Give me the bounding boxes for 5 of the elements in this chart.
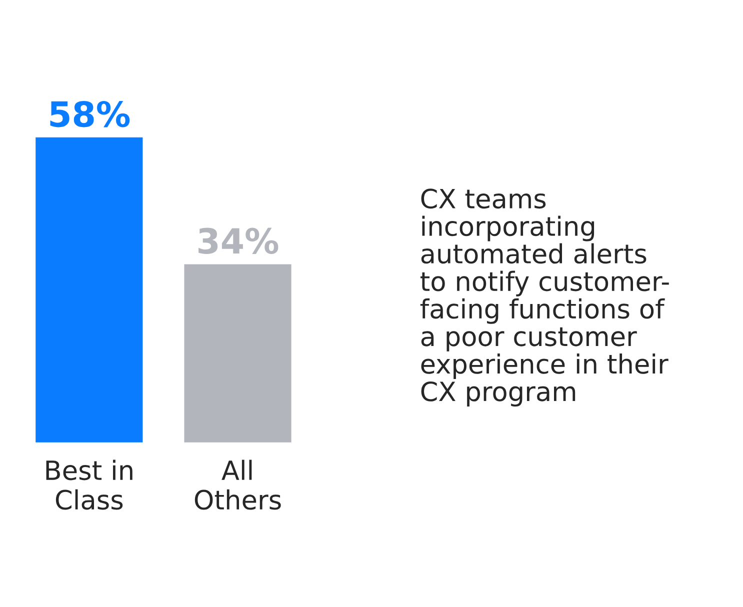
data-label: 58% [50, 100, 130, 128]
x-tick-label: All Others [194, 460, 281, 510]
x-tick-label: Best in Class [46, 460, 132, 510]
text: CX teams incorporating automated alerts to notify customer- facing functions of a poor customer experience in their CX program [420, 188, 669, 407]
data-label: 34% [198, 228, 278, 254]
